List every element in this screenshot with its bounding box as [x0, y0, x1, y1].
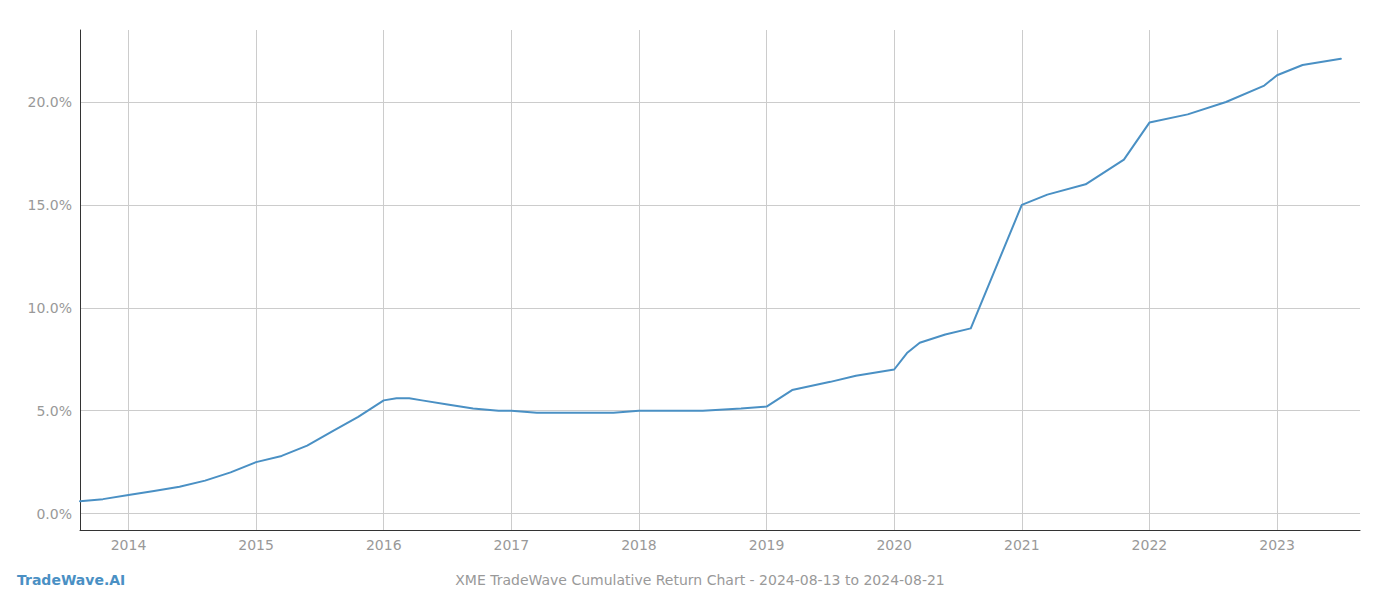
svg-text:2019: 2019	[749, 537, 785, 553]
svg-text:2016: 2016	[366, 537, 402, 553]
svg-text:2017: 2017	[494, 537, 530, 553]
svg-text:2015: 2015	[238, 537, 274, 553]
svg-text:15.0%: 15.0%	[28, 197, 72, 213]
svg-text:20.0%: 20.0%	[28, 94, 72, 110]
svg-text:5.0%: 5.0%	[36, 403, 72, 419]
svg-text:XME TradeWave Cumulative Retur: XME TradeWave Cumulative Return Chart - …	[455, 572, 945, 588]
svg-text:2020: 2020	[876, 537, 912, 553]
svg-text:2021: 2021	[1004, 537, 1040, 553]
svg-text:TradeWave.AI: TradeWave.AI	[17, 572, 125, 588]
svg-text:2023: 2023	[1259, 537, 1295, 553]
svg-text:2018: 2018	[621, 537, 657, 553]
svg-text:2022: 2022	[1132, 537, 1168, 553]
svg-text:0.0%: 0.0%	[36, 506, 72, 522]
svg-text:2014: 2014	[111, 537, 147, 553]
svg-text:10.0%: 10.0%	[28, 300, 72, 316]
